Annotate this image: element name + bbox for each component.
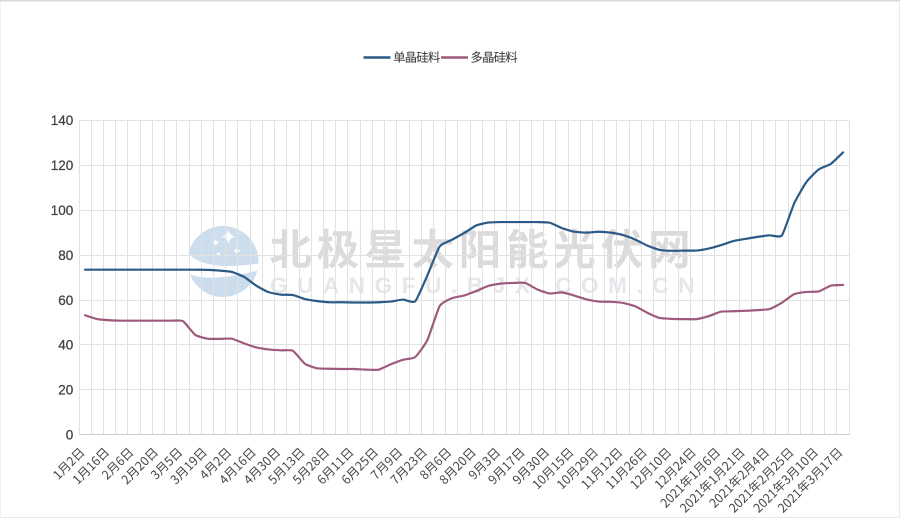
svg-text:140: 140 — [51, 113, 74, 128]
svg-text:120: 120 — [51, 158, 74, 173]
svg-text:60: 60 — [58, 293, 73, 308]
svg-text:100: 100 — [51, 203, 74, 218]
svg-text:40: 40 — [58, 338, 73, 353]
svg-text:0: 0 — [66, 428, 74, 443]
svg-text:80: 80 — [58, 248, 73, 263]
svg-text:20: 20 — [58, 383, 73, 398]
